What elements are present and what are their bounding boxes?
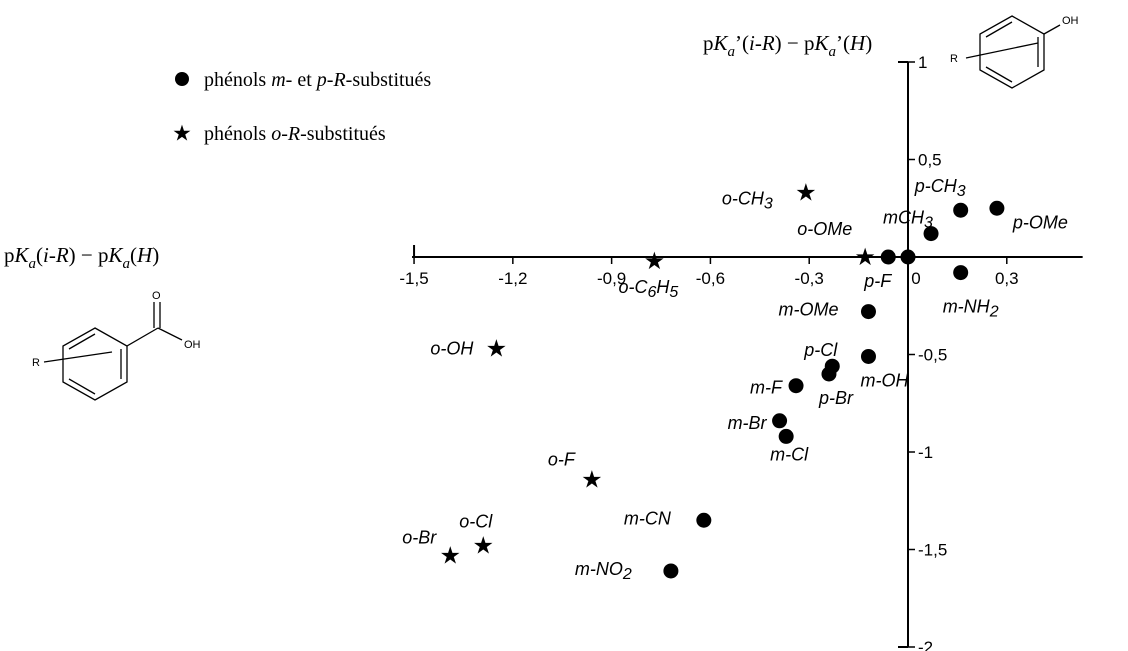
point-label: m-F	[750, 378, 783, 398]
phenol-structure	[966, 16, 1060, 88]
scatter-point-circle	[779, 429, 794, 444]
scatter-point-circle	[953, 203, 968, 218]
x-tick-label: -1,2	[498, 269, 527, 288]
point-label: m-Br	[728, 413, 768, 433]
phenol-oh-label: OH	[1062, 15, 1079, 27]
point-label: m-Cl	[770, 444, 809, 464]
scatter-point-circle	[881, 250, 896, 265]
y-tick-label: 0,5	[918, 151, 942, 170]
point-label: p-Cl	[803, 340, 838, 360]
scatter-point-circle	[901, 250, 916, 265]
legend-circle-marker	[175, 72, 189, 86]
y-tick-label: -1,5	[918, 541, 947, 560]
point-label: m-OH	[860, 370, 909, 390]
y-tick-label: -0,5	[918, 346, 947, 365]
x-tick-label: -0,6	[696, 269, 725, 288]
legend-entry-phenols-m-p: phénols m- et p-R-substitués	[204, 69, 431, 91]
scatter-point-star: ★	[644, 247, 666, 275]
point-label: o-OMe	[797, 219, 852, 239]
point-label: o-Br	[402, 527, 437, 547]
point-label: m-OMe	[778, 300, 838, 320]
scatter-point-star: ★	[486, 335, 508, 363]
x-tick-label: -0,3	[795, 269, 824, 288]
benzoic-acid-structure	[44, 302, 182, 400]
x-axis-title: pKa(i-R) − pKa(H)	[4, 243, 159, 272]
scatter-point-star: ★	[440, 541, 462, 569]
scatter-point-circle	[789, 378, 804, 393]
scatter-point-circle	[663, 563, 678, 578]
scatter-point-star: ★	[472, 532, 494, 560]
scatter-point-star: ★	[581, 465, 603, 493]
scatter-point-star: ★	[854, 243, 876, 271]
point-label: m-NO2	[575, 559, 632, 583]
scatter-point-circle	[861, 349, 876, 364]
scatter-point-circle	[953, 265, 968, 280]
y-tick-label: -1	[918, 443, 933, 462]
y-axis-title: pKa’(i-R) − pKa’(H)	[703, 31, 872, 60]
benzoic-oh-label: OH	[184, 339, 201, 351]
benzoic-r-label: R	[32, 357, 40, 369]
point-label: p-OMe	[1012, 212, 1068, 232]
scatter-point-circle	[772, 413, 787, 428]
point-label: o-C6H5	[618, 277, 678, 301]
scatter-point-circle	[696, 513, 711, 528]
data-marks: p-OMep-CH3mCH3m-NH2p-Fm-OMem-OHp-Clp-Brm…	[402, 176, 1068, 583]
point-label: p-CH3	[914, 176, 966, 200]
benzoic-o-label: O	[152, 290, 161, 302]
point-label: m-NH2	[943, 297, 999, 321]
y-tick-label: 1	[918, 53, 927, 72]
point-label: o-Cl	[459, 512, 493, 532]
scatter-point-circle	[861, 304, 876, 319]
scatter-point-circle	[989, 201, 1004, 216]
y-tick-label: -2	[918, 638, 933, 651]
point-label: o-F	[548, 449, 576, 469]
point-label: o-CH3	[722, 189, 773, 213]
point-label: o-OH	[430, 339, 474, 359]
scatter-point-star: ★	[795, 179, 817, 207]
legend-star-marker: ★	[172, 122, 192, 147]
x-tick-label: 0,3	[995, 269, 1019, 288]
legend: phénols m- et p-R-substitués ★ phénols o…	[172, 69, 431, 147]
phenol-r-label: R	[950, 53, 958, 65]
x-tick-label: 0	[911, 269, 920, 288]
point-label: p-Br	[818, 388, 854, 408]
point-label: m-CN	[624, 508, 672, 528]
scatter-point-circle	[821, 367, 836, 382]
x-tick-label: -1,5	[399, 269, 428, 288]
point-label: p-F	[863, 271, 892, 291]
legend-entry-phenols-o: phénols o-R-substitués	[204, 123, 386, 145]
